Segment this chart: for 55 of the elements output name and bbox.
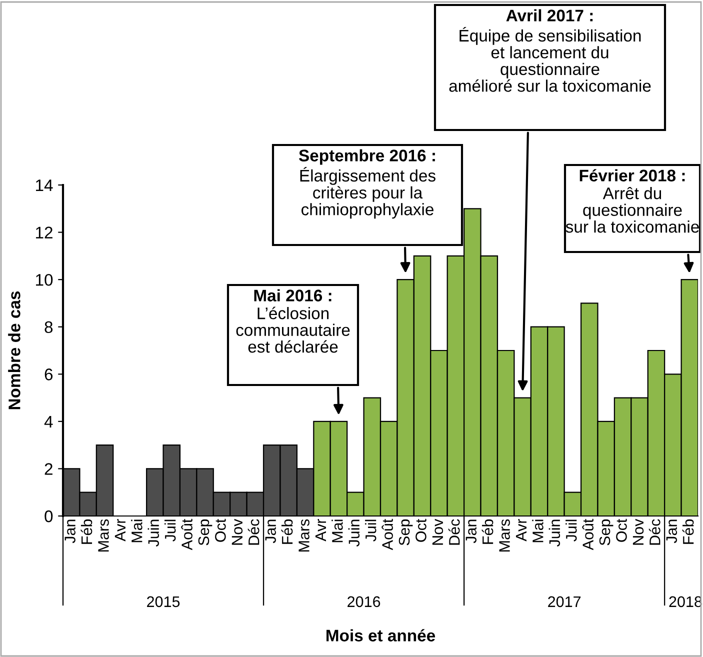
x-tick-label: Juil: [566, 520, 577, 542]
y-axis-title: Nombre de cas: [8, 291, 20, 410]
x-tick-label: Août: [382, 518, 393, 550]
x-tick-label: Juil: [365, 520, 376, 542]
x-tick-label: Juil: [164, 520, 176, 542]
x-tick-label: Oct: [616, 518, 627, 542]
x-tick-label: Mars: [499, 519, 510, 552]
x-tick-label: Mai: [332, 520, 343, 542]
x-tick-label: Nov: [432, 518, 444, 545]
annotation: Février 2018 : Arrêt du questionnaire sur la toxicomanie: [566, 169, 699, 233]
x-tick-label: Jan: [64, 520, 76, 544]
y-tick-label: 12: [36, 226, 52, 238]
x-tick-label: Oct: [215, 518, 226, 542]
x-tick-label: Déc: [648, 519, 660, 545]
x-tick-label: Avr: [516, 519, 526, 542]
text: 2015: [147, 596, 180, 608]
y-tick-label: 6: [44, 368, 53, 380]
x-tick-label: Jan: [265, 520, 276, 544]
x-tick-label: Août: [181, 518, 192, 550]
x-tick-label: Mai: [532, 520, 544, 542]
x-tick-label: Juin: [348, 520, 360, 547]
x-tick-label: Avr: [315, 519, 326, 542]
y-tick-label: 14: [36, 180, 53, 192]
x-tick-label: Mars: [298, 519, 310, 552]
y-tick-label: 8: [44, 321, 53, 334]
x-tick-label: Nov: [232, 518, 243, 545]
y-tick-label: 10: [36, 274, 53, 286]
text: 2016: [348, 596, 380, 608]
y-tick-label: 0: [44, 510, 53, 522]
y-tick-label: 2: [44, 463, 52, 475]
x-tick-label: Août: [582, 518, 594, 550]
x-tick-label: Jan: [466, 520, 477, 544]
x-tick-label: Nov: [632, 518, 644, 545]
x-axis-title: Mois et année: [326, 629, 436, 642]
x-tick-label: Avr: [114, 519, 126, 542]
x-tick-label: Oct: [416, 518, 426, 542]
y-tick-label: 4: [44, 416, 53, 428]
x-tick-label: Mai: [131, 520, 142, 542]
x-tick-label: Féb: [682, 519, 694, 544]
x-tick-label: Jan: [666, 520, 678, 544]
annotation: Septembre 2016 : Élargissement des critères pour la chimioprophylaxie: [298, 149, 436, 219]
x-tick-label: Juin: [548, 520, 560, 547]
x-tick-label: Juin: [148, 520, 160, 547]
x-tick-label: Déc: [448, 519, 460, 545]
text: 2017: [548, 596, 581, 608]
x-tick-label: Sep: [398, 519, 413, 546]
x-tick-label: Féb: [80, 519, 92, 544]
x-tick-label: Sep: [599, 519, 614, 546]
annotation: Mai 2016 : L’éclosion communautaire est déclarée: [236, 289, 350, 353]
x-tick-label: Déc: [248, 519, 260, 545]
text: Avril 2017 : Équipe de sensibilisation et lancement du questionnaire amélioré sur la toxicomanie: [449, 9, 651, 92]
x-tick-label: Mars: [98, 519, 109, 552]
x-tick-label: Féb: [482, 519, 494, 544]
x-tick-label: Féb: [281, 519, 293, 544]
x-tick-label: Sep: [198, 519, 212, 546]
